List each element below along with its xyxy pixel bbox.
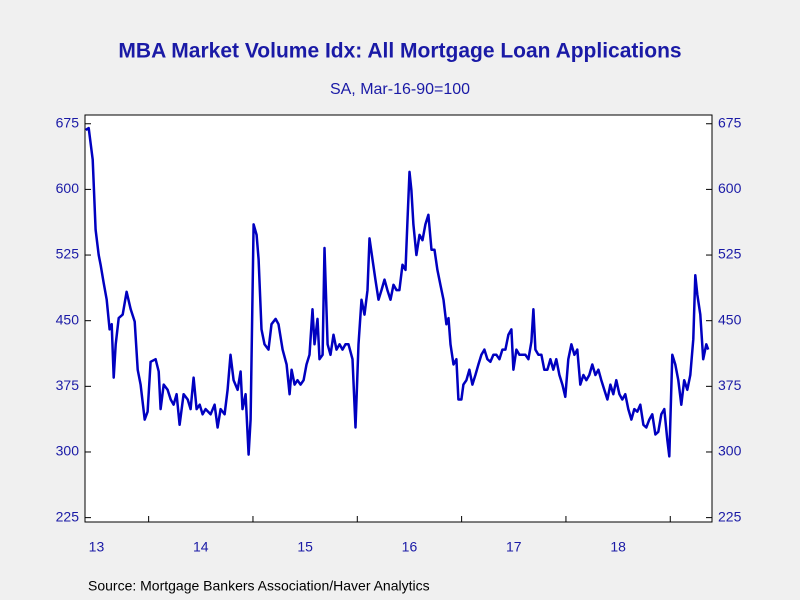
y-tick-label: 525: [56, 246, 80, 262]
plot-area: [84, 114, 713, 523]
y2-tick-label: 525: [718, 246, 742, 262]
y-tick-label: 300: [56, 443, 80, 459]
x-tick-label: 14: [193, 539, 209, 555]
x-tick-label: 13: [89, 539, 105, 555]
y-tick-label: 225: [56, 508, 80, 524]
x-tick-label: 17: [506, 539, 522, 555]
x-tick-label: 16: [402, 539, 418, 555]
y2-tick-label: 600: [718, 180, 742, 196]
x-tick-label: 15: [297, 539, 313, 555]
y2-tick-label: 675: [718, 114, 742, 130]
y-tick-label: 675: [56, 114, 80, 130]
y2-tick-label: 225: [718, 508, 742, 524]
series-line: [85, 126, 710, 458]
x-tick-label: 18: [610, 539, 626, 555]
y2-tick-label: 450: [718, 311, 742, 327]
chart-title: MBA Market Volume Idx: All Mortgage Loan…: [118, 40, 681, 63]
y-tick-label: 450: [56, 311, 80, 327]
y-tick-label: 600: [56, 180, 80, 196]
y-tick-label: 375: [56, 377, 80, 393]
source-note: Source: Mortgage Bankers Association/Hav…: [88, 578, 430, 594]
y2-tick-label: 300: [718, 443, 742, 459]
chart-subtitle: SA, Mar-16-90=100: [330, 81, 470, 98]
y2-tick-label: 375: [718, 377, 742, 393]
